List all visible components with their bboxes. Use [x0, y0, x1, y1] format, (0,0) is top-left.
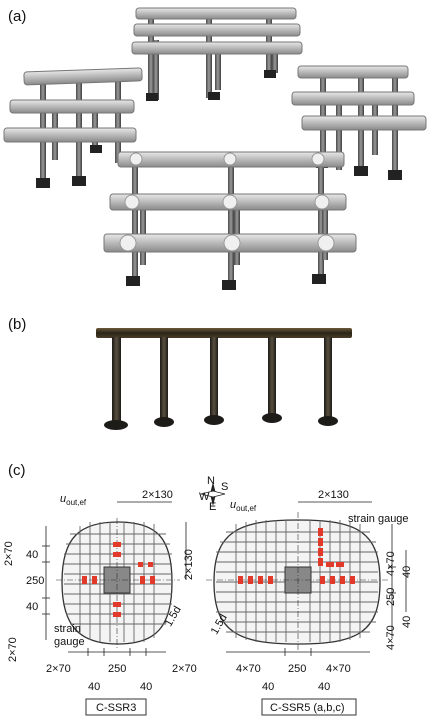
caption-right: C-SSR5 (a,b,c)	[270, 702, 345, 714]
dim-right-outer-1: 4×70	[385, 551, 397, 576]
compass-icon: N S W E	[199, 475, 228, 513]
specimen-group-left	[3, 67, 143, 188]
dim-bottom-left-small-2: 40	[140, 681, 152, 693]
dim-top-left: 2×130	[142, 489, 173, 501]
dim-left-3: 250	[26, 575, 44, 587]
dim-left-1: 2×70	[3, 541, 15, 566]
dim-right-outer-3: 4×70	[385, 625, 397, 650]
dim-bottom-right-small-2: 40	[318, 681, 330, 693]
dim-right-inner-1: 40	[401, 566, 413, 578]
u-label-left: uout,ef	[60, 493, 87, 507]
compass-e: E	[209, 501, 216, 513]
dim-right-outer-2: 250	[385, 588, 397, 606]
dim-left-2: 40	[26, 549, 38, 561]
diagram-c: N S W E	[3, 475, 413, 716]
photo-specimens-a	[3, 7, 427, 290]
dim-bottom-left-small-1: 40	[88, 681, 100, 693]
dim-bottom-right-3: 4×70	[326, 663, 351, 675]
strain-gauge-right: strain gauge	[348, 513, 409, 525]
caption-box-left	[85, 698, 147, 716]
specimen-plan-left: 2×130 2×70 40 250 40 2×70 2×130 2×70 250…	[3, 489, 197, 716]
dim-bottom-left-1: 2×70	[46, 663, 71, 675]
specimen-group-top	[131, 7, 303, 101]
compass-w: W	[199, 491, 210, 503]
panel-label-a: (a)	[8, 8, 27, 25]
strain-gauge-left-2: gauge	[54, 636, 85, 648]
specimen-plan-right: 2×130 4×70 250 4×70 40 40 4×70 250 4×70 …	[206, 489, 413, 716]
dim-bottom-left-3: 2×70	[172, 663, 197, 675]
dim-bottom-right-1: 4×70	[236, 663, 261, 675]
dim-bottom-right-small-1: 40	[262, 681, 274, 693]
caption-box-right	[261, 698, 357, 716]
compass-s: S	[221, 481, 228, 493]
dim-bottom-left-2: 250	[108, 663, 126, 675]
dim-bottom-right-2: 250	[288, 663, 306, 675]
dim-right-inner-2: 40	[401, 616, 413, 628]
strain-gauge-left-1: strain	[54, 623, 81, 635]
panel-label-c: (c)	[8, 462, 26, 479]
dim-left-5: 2×70	[7, 637, 19, 662]
dim-top-right: 2×130	[318, 489, 349, 501]
u-label-right: uout,ef	[230, 499, 257, 513]
dim-left-4: 40	[26, 601, 38, 613]
compass-n: N	[207, 475, 215, 487]
specimen-group-front	[103, 151, 357, 290]
specimen-group-right	[291, 65, 427, 180]
panel-label-b: (b)	[8, 316, 27, 333]
caption-left: C-SSR3	[96, 702, 136, 714]
dim-right-left: 2×130	[183, 549, 195, 580]
strain-gauges-right	[238, 528, 355, 584]
strain-gauges-left	[82, 542, 155, 617]
photo-specimen-b	[96, 328, 352, 430]
